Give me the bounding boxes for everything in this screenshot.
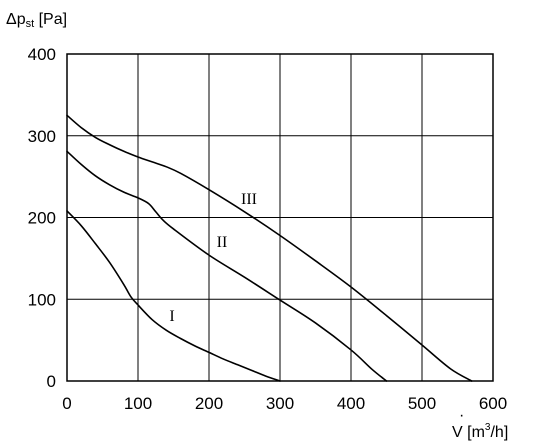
y-tick-label: 300 [28, 127, 56, 146]
x-axis-title-unit-close: /h] [490, 424, 508, 441]
series-curve-I [66, 210, 281, 382]
series-label-I: I [169, 308, 174, 325]
flow-dot-icon: · [459, 407, 464, 424]
series-curve-II [66, 150, 388, 382]
y-tick-label: 200 [28, 209, 56, 228]
x-tick-label: 300 [266, 394, 294, 413]
x-tick-label: 600 [479, 394, 507, 413]
x-tick-label: 0 [62, 394, 71, 413]
series-label-III: III [241, 191, 257, 208]
series-curves [66, 114, 473, 382]
y-axis-title-prefix: Δp [6, 11, 26, 28]
gridlines [67, 54, 493, 381]
tick-labels: 0 100 200 300 400 500 600 0 100 200 300 400 [28, 45, 508, 413]
y-tick-label: 0 [47, 372, 56, 391]
x-axis-title-unit-open: [m [467, 424, 485, 441]
series-curve-III [66, 114, 473, 382]
x-tick-label: 500 [408, 394, 436, 413]
x-tick-label: 400 [337, 394, 365, 413]
x-tick-label: 100 [124, 394, 152, 413]
y-axis-title-unit: [Pa] [39, 11, 67, 28]
x-axis-title: V [m3/h] [452, 422, 508, 441]
x-axis-title-unit-sup: 3 [485, 422, 491, 433]
y-axis-title: Δpst [Pa] [6, 11, 67, 30]
x-axis-title-symbol: V [452, 424, 463, 441]
series-label-II: II [217, 234, 228, 251]
x-tick-label: 200 [195, 394, 223, 413]
plot-border [66, 53, 494, 382]
y-tick-label: 100 [28, 290, 56, 309]
y-axis-title-subscript: st [26, 18, 35, 30]
y-tick-label: 400 [28, 45, 56, 64]
